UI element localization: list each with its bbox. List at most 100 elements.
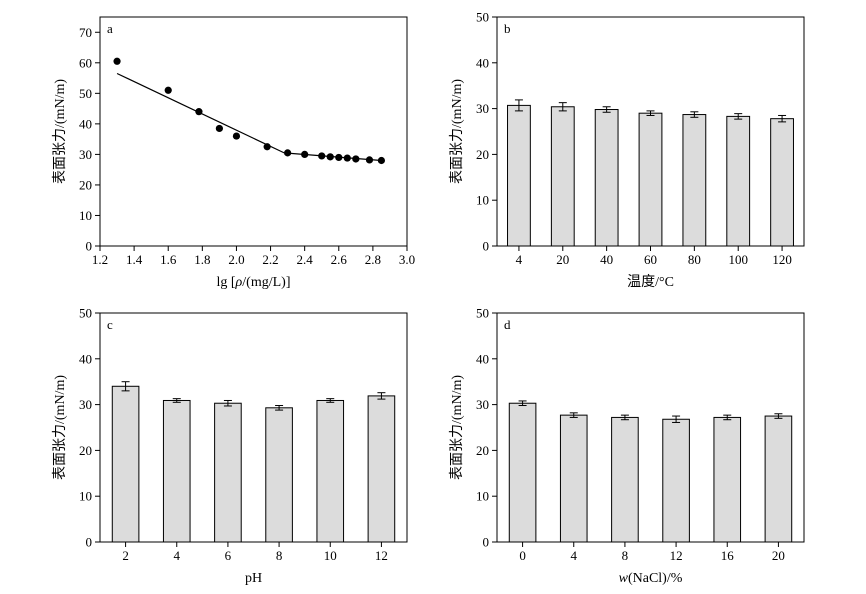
data-point (284, 149, 292, 157)
x-tick-label: 12 (670, 548, 683, 563)
x-tick-label: 4 (516, 252, 523, 267)
x-tick-label: 40 (600, 252, 613, 267)
y-tick-label: 10 (79, 489, 92, 504)
x-tick-label: 80 (688, 252, 701, 267)
bar (726, 115, 751, 247)
bar (611, 416, 639, 543)
error-bar (646, 110, 655, 116)
data-point (365, 156, 374, 164)
y-tick-label: 30 (79, 147, 92, 162)
error-bar (774, 413, 783, 419)
x-tick-label: 6 (225, 548, 232, 563)
x-tick-label: 4 (571, 548, 578, 563)
bar (770, 118, 794, 247)
x-tick-label: 20 (556, 252, 569, 267)
x-tick-label: 8 (276, 548, 283, 563)
x-tick-label: 1.6 (160, 252, 177, 267)
x-tick-label: 4 (174, 548, 181, 563)
x-tick-label: 8 (622, 548, 629, 563)
x-tick-label: 10 (324, 548, 337, 563)
chart-panel-c: c 0 10 20 30 40 50 表面张力/(mN/m) 2 4 6 8 10 12 pH (52, 306, 408, 586)
chart-panel-a: a 0 10 20 30 40 50 60 70 表面张力/(mN/m) 1.2 1.4 1.6 1.8 2… (52, 16, 415, 290)
bar (265, 407, 293, 543)
error-bar (778, 114, 787, 123)
data-point (215, 124, 223, 133)
x-tick-label: 2.2 (262, 252, 278, 267)
error-bar (121, 381, 130, 392)
x-axis-label: w(NaCl)/% (619, 571, 683, 586)
error-bar (569, 412, 578, 418)
y-tick-label: 70 (79, 25, 92, 40)
bar (682, 114, 707, 247)
x-tick-label: 120 (772, 252, 792, 267)
chart-panel-b: b 0 10 20 30 40 50 表面张力/(mN/m) 4 20 40 60 80 100 120 温度… (449, 10, 805, 290)
bar (214, 402, 242, 543)
y-tick-label: 20 (79, 443, 92, 458)
bar (638, 112, 663, 247)
error-bar (620, 414, 629, 421)
data-point (263, 143, 271, 151)
error-bar (518, 400, 527, 407)
y-tick-label: 0 (86, 239, 93, 254)
x-axis-label: 温度/°C (627, 274, 674, 290)
bar (316, 399, 345, 543)
y-tick-label: 10 (79, 208, 92, 223)
bar (559, 414, 588, 543)
data-point (377, 156, 386, 165)
x-tick-label: 16 (721, 548, 735, 563)
x-tick-label: 2.8 (365, 252, 381, 267)
plot-frame (496, 312, 805, 543)
bar (713, 416, 742, 543)
error-bar (172, 398, 181, 403)
plot-frame (99, 16, 408, 247)
error-bar (223, 399, 232, 407)
data-point (343, 154, 351, 162)
y-tick-label: 40 (476, 55, 489, 70)
x-tick-label: 0 (519, 548, 526, 563)
panel-label: c (107, 317, 113, 332)
x-tick-label: 1.4 (126, 252, 143, 267)
y-tick-label: 50 (79, 86, 92, 101)
x-tick-label: 12 (375, 548, 388, 563)
y-tick-label: 40 (79, 116, 92, 131)
y-axis-label: 表面张力/(mN/m) (52, 375, 68, 480)
error-bar (377, 392, 386, 400)
error-bar (723, 414, 732, 421)
data-point (326, 153, 334, 161)
x-tick-label: 2 (122, 548, 129, 563)
y-axis-label: 表面张力/(mN/m) (449, 375, 465, 480)
data-point (335, 153, 343, 162)
x-axis-label: lg [ρ/(mg/L)] (216, 275, 290, 290)
x-tick-label: 1.2 (92, 252, 108, 267)
data-point (318, 152, 326, 160)
error-bar (514, 99, 523, 112)
y-tick-label: 40 (79, 351, 92, 366)
error-bar (602, 106, 611, 113)
y-tick-label: 10 (476, 489, 489, 504)
error-bar (672, 415, 681, 423)
y-tick-label: 50 (476, 306, 489, 321)
data-point (195, 108, 203, 116)
bar (111, 385, 140, 543)
bar (594, 109, 619, 247)
data-point (301, 150, 309, 158)
panel-label: b (504, 21, 511, 36)
bar (764, 415, 793, 543)
error-bar (275, 405, 284, 411)
x-tick-label: 2.4 (297, 252, 314, 267)
error-bar (690, 111, 699, 118)
data-point (113, 57, 121, 65)
y-tick-label: 20 (476, 443, 489, 458)
data-point (164, 86, 172, 94)
y-tick-label: 20 (79, 177, 92, 192)
chart-panel-d: d 0 10 20 30 40 50 表面张力/(mN/m) 0 4 8 12 16 20 w(NaCl)/… (449, 306, 805, 586)
plot-frame (99, 312, 408, 543)
y-tick-label: 0 (86, 535, 93, 550)
y-tick-label: 30 (79, 397, 92, 412)
y-tick-label: 50 (79, 306, 92, 321)
panel-label: a (107, 21, 113, 36)
error-bar (326, 398, 335, 403)
x-tick-label: 2.0 (228, 252, 244, 267)
y-axis-label: 表面张力/(mN/m) (52, 79, 68, 184)
